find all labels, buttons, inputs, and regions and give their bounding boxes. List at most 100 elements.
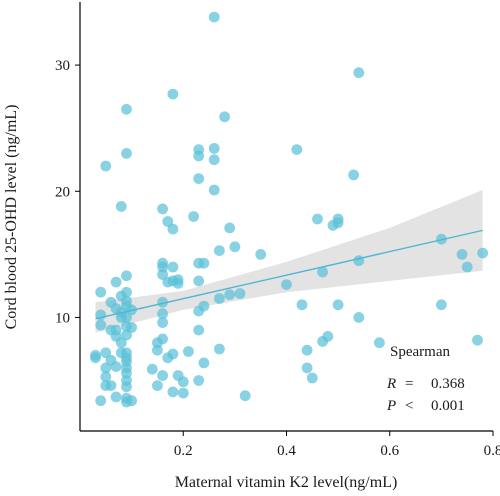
data-point bbox=[224, 222, 236, 234]
data-point bbox=[121, 381, 132, 393]
x-tick-label: 0.6 bbox=[380, 443, 399, 459]
data-point bbox=[353, 255, 365, 267]
data-point bbox=[157, 317, 169, 328]
annotation-r-value: 0.368 bbox=[431, 376, 465, 392]
data-point bbox=[126, 322, 137, 333]
data-point bbox=[193, 375, 205, 386]
data-point bbox=[110, 361, 122, 372]
x-tick-label: 0.2 bbox=[174, 443, 193, 459]
annotation-r-operator: = bbox=[405, 376, 413, 392]
data-point bbox=[208, 154, 220, 166]
data-point bbox=[322, 331, 334, 342]
data-point bbox=[296, 299, 308, 311]
x-tick-label: 0.8 bbox=[484, 443, 500, 459]
regression-line-layer bbox=[95, 229, 483, 320]
data-point bbox=[95, 395, 107, 407]
data-point bbox=[214, 293, 225, 304]
data-point bbox=[374, 337, 385, 349]
data-point bbox=[183, 346, 194, 357]
data-point bbox=[224, 289, 236, 301]
data-point bbox=[121, 148, 132, 159]
data-point bbox=[177, 376, 189, 388]
data-point bbox=[172, 278, 184, 289]
data-point bbox=[332, 217, 344, 229]
data-point bbox=[157, 296, 169, 308]
data-point bbox=[219, 111, 231, 123]
data-point bbox=[167, 88, 179, 100]
data-point bbox=[353, 67, 365, 79]
x-axis-title: Maternal vitamin K2 level(ng/mL) bbox=[175, 474, 398, 491]
data-point bbox=[105, 380, 117, 391]
data-point bbox=[301, 362, 313, 374]
data-point bbox=[126, 395, 137, 407]
data-point bbox=[121, 329, 132, 341]
data-point bbox=[110, 391, 122, 403]
data-point bbox=[312, 213, 323, 225]
data-point bbox=[208, 184, 220, 196]
data-point bbox=[306, 372, 318, 384]
confidence-band-layer bbox=[95, 190, 483, 333]
data-point bbox=[193, 275, 205, 287]
data-point bbox=[456, 249, 468, 260]
annotation-p-operator: < bbox=[405, 398, 413, 414]
data-point bbox=[121, 270, 132, 282]
data-point bbox=[121, 286, 132, 298]
data-point bbox=[167, 261, 179, 273]
data-point bbox=[157, 333, 169, 345]
data-point bbox=[121, 367, 132, 379]
data-point bbox=[115, 337, 127, 349]
data-point bbox=[152, 344, 163, 356]
annotation-r-symbol: R bbox=[386, 376, 396, 392]
data-point bbox=[436, 299, 447, 311]
data-point bbox=[472, 334, 483, 346]
y-axis-title: Cord blood 25-OHD level (ng/mL) bbox=[3, 105, 20, 330]
data-point bbox=[214, 245, 225, 256]
data-point bbox=[332, 299, 344, 311]
data-point bbox=[348, 169, 359, 181]
data-point bbox=[198, 257, 210, 269]
data-point bbox=[461, 261, 473, 273]
data-point bbox=[157, 261, 169, 273]
data-point bbox=[100, 371, 112, 383]
data-point bbox=[167, 348, 179, 360]
data-point bbox=[100, 362, 112, 374]
data-point bbox=[208, 143, 220, 154]
regression-line bbox=[95, 229, 483, 320]
data-point bbox=[234, 288, 246, 299]
data-point bbox=[152, 380, 163, 391]
data-point bbox=[193, 173, 205, 185]
data-point bbox=[177, 387, 189, 399]
y-tick-label: 30 bbox=[55, 58, 70, 74]
data-point bbox=[208, 11, 220, 23]
data-point bbox=[198, 357, 210, 369]
data-point bbox=[157, 370, 169, 381]
data-point bbox=[255, 249, 267, 260]
y-axis-ticks: 10 20 30 bbox=[55, 58, 80, 326]
statistics-annotation: Spearman R = 0.368 P < 0.001 bbox=[386, 344, 465, 414]
data-point bbox=[353, 312, 365, 323]
annotation-p-symbol: P bbox=[386, 398, 396, 414]
data-point bbox=[95, 286, 107, 298]
data-point bbox=[121, 103, 132, 115]
confidence-band bbox=[95, 190, 483, 333]
annotation-method: Spearman bbox=[390, 344, 450, 360]
data-point bbox=[317, 266, 328, 278]
data-point bbox=[193, 324, 205, 336]
data-point bbox=[167, 223, 179, 235]
x-tick-label: 0.4 bbox=[277, 443, 296, 459]
data-point bbox=[239, 390, 251, 402]
data-point bbox=[100, 347, 112, 359]
data-point bbox=[281, 279, 292, 290]
data-point bbox=[146, 363, 158, 375]
data-point bbox=[193, 150, 205, 162]
data-point bbox=[110, 276, 122, 288]
data-point bbox=[188, 211, 200, 222]
data-point bbox=[162, 216, 174, 227]
data-point bbox=[100, 160, 112, 172]
data-point bbox=[229, 241, 241, 253]
data-point bbox=[115, 201, 127, 212]
data-point bbox=[167, 386, 179, 398]
data-point bbox=[95, 319, 107, 331]
y-tick-label: 20 bbox=[55, 184, 70, 200]
